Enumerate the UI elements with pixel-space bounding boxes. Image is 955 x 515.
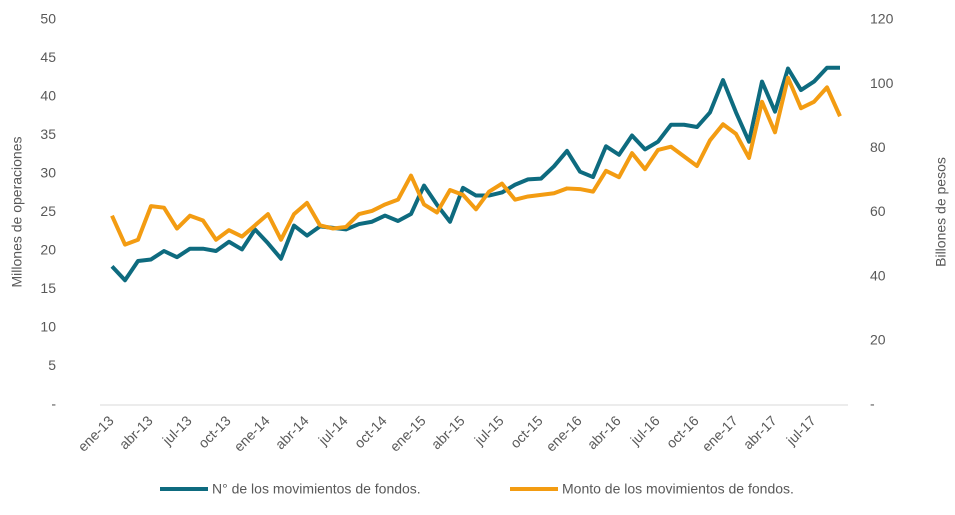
x-tick-label: ene-17 <box>699 412 741 454</box>
y-tick-label: 25 <box>40 203 56 219</box>
y-tick-label: 5 <box>48 357 56 373</box>
y-axis-label: Millones de operaciones <box>9 137 25 288</box>
y2-axis-label: Billones de pesos <box>933 157 949 267</box>
y2-tick-label: - <box>870 396 875 412</box>
x-tick-label: abr-14 <box>272 412 312 452</box>
x-tick-label: jul-14 <box>315 412 351 448</box>
x-tick-label: jul-13 <box>159 412 195 448</box>
y2-tick-label: 100 <box>870 75 894 91</box>
x-tick-label: oct-14 <box>351 412 390 451</box>
x-tick-label: oct-15 <box>507 412 546 451</box>
y2-tick-label: 20 <box>870 332 886 348</box>
x-tick-label: ene-15 <box>387 412 429 454</box>
y-tick-label: 40 <box>40 88 56 104</box>
series-line <box>110 75 842 247</box>
y-tick-label: 20 <box>40 242 56 258</box>
legend-label: Monto de los movimientos de fondos. <box>562 481 794 497</box>
x-tick-label: jul-15 <box>471 412 507 448</box>
x-tick-label: jul-16 <box>627 412 663 448</box>
y-tick-label: 15 <box>40 280 56 296</box>
y2-tick-label: 80 <box>870 139 886 155</box>
y2-tick-label: 40 <box>870 267 886 283</box>
y2-tick-label: 120 <box>870 11 894 27</box>
x-tick-label: abr-13 <box>116 412 156 452</box>
x-tick-label: ene-14 <box>231 412 273 454</box>
legend-label: N° de los movimientos de fondos. <box>212 481 421 497</box>
x-tick-label: abr-16 <box>584 412 624 452</box>
y-tick-label: 45 <box>40 49 56 65</box>
y2-tick-label: 60 <box>870 203 886 219</box>
x-tick-label: ene-16 <box>543 412 585 454</box>
y-tick-label: 50 <box>40 11 56 27</box>
x-tick-label: ene-13 <box>75 412 117 454</box>
x-tick-label: jul-17 <box>783 412 819 448</box>
x-tick-label: abr-15 <box>428 412 468 452</box>
y-tick-label: 10 <box>40 319 56 335</box>
x-tick-label: abr-17 <box>740 412 780 452</box>
x-tick-label: oct-16 <box>663 412 702 451</box>
y-tick-label: - <box>51 396 56 412</box>
y-tick-label: 35 <box>40 126 56 142</box>
x-tick-label: oct-13 <box>195 412 234 451</box>
series-line <box>110 65 840 283</box>
y-tick-label: 30 <box>40 165 56 181</box>
